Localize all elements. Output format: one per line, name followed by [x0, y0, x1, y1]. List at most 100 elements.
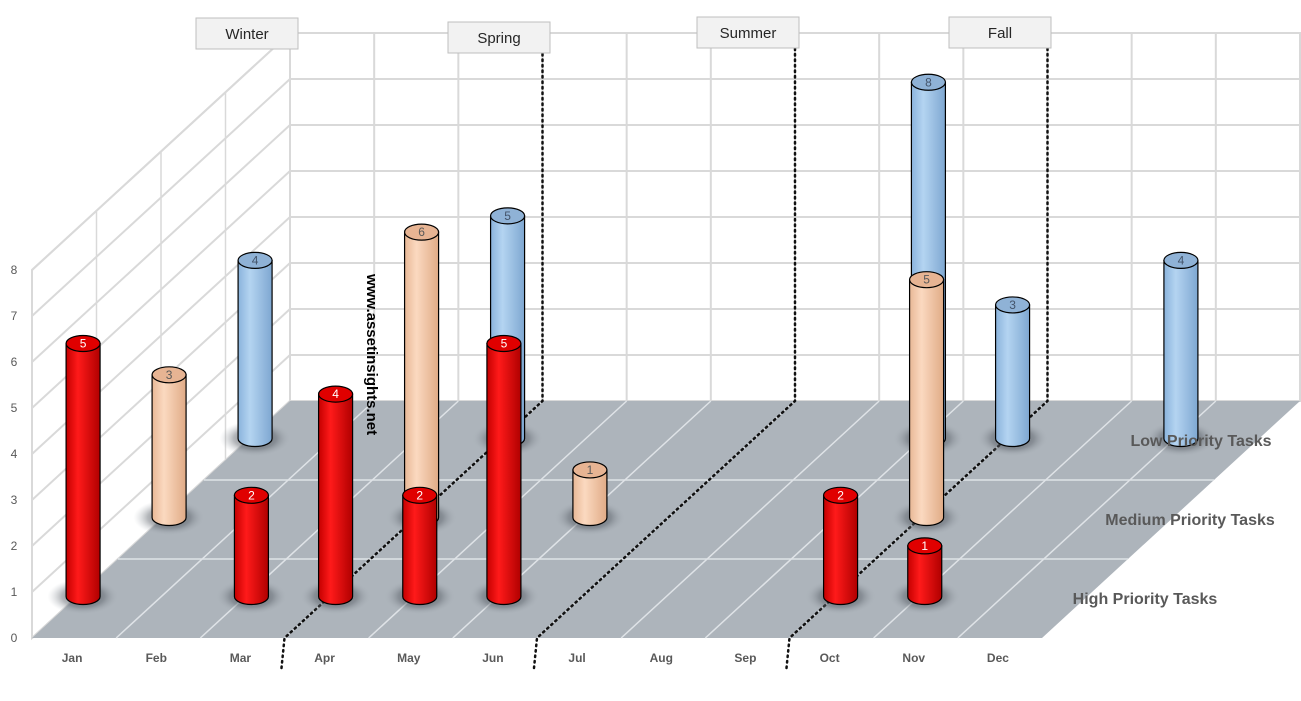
season-label-winter: Winter: [195, 17, 299, 50]
bar-value-label: 4: [332, 387, 339, 401]
bar-value-label: 4: [252, 253, 259, 267]
bar-high-priority-tasks-may: 2: [384, 486, 456, 615]
bar-value-label: 2: [248, 488, 255, 502]
series-label-high-priority-tasks: High Priority Tasks: [1073, 591, 1218, 608]
bar-value-label: 5: [504, 209, 511, 223]
series-axis-labels: High Priority Tasks Medium Priority Tasks…: [1073, 433, 1275, 608]
x-tick-label-aug: Aug: [650, 651, 673, 665]
bar-medium-priority-tasks-jan: 3: [133, 366, 205, 536]
y-tick-label: 6: [11, 355, 18, 369]
bar-body: [822, 494, 859, 606]
chart-bars: 4 5 8 3 4 3 6 1 5 5 2 4 2 5 2 1: [47, 73, 1217, 615]
x-tick-label-apr: Apr: [314, 651, 335, 665]
watermark-text: www.assetinsights.net: [363, 273, 380, 435]
x-tick-label-feb: Feb: [146, 651, 167, 665]
bar-value-label: 2: [416, 488, 423, 502]
x-tick-label-nov: Nov: [902, 651, 925, 665]
bar-body: [233, 494, 270, 606]
bar-value-label: 3: [1009, 298, 1016, 312]
season-label-box: [696, 16, 800, 49]
bar-cap: [910, 73, 947, 91]
bar-body: [994, 304, 1031, 447]
bar-value-label: 5: [501, 337, 508, 351]
bar-cap: [572, 461, 608, 479]
series-label-low-priority-tasks: Low Priority Tasks: [1130, 433, 1271, 450]
bar-body: [486, 342, 522, 606]
bar-body: [237, 259, 273, 448]
bar-body: [317, 393, 354, 606]
bar-value-label: 1: [587, 463, 594, 477]
y-tick-label: 1: [11, 585, 18, 599]
bar-cap: [994, 296, 1031, 314]
bar-body: [403, 231, 440, 527]
x-tick-label-may: May: [397, 651, 421, 665]
bar-cap: [65, 334, 101, 353]
season-divider-line: [532, 28, 797, 670]
bar-value-label: 2: [837, 488, 844, 502]
x-tick-label-jul: Jul: [568, 651, 585, 665]
season-label-fall: Fall: [948, 16, 1052, 49]
y-tick-label: 7: [11, 309, 18, 323]
y-axis-ticks: 0 1 2 3 4 5 6 7 8: [11, 263, 18, 645]
season-label-spring: Spring: [447, 21, 551, 54]
x-tick-label-oct: Oct: [820, 651, 840, 665]
bar-high-priority-tasks-jun: 5: [468, 334, 540, 615]
season-label-box: [948, 16, 1052, 49]
bar-low-priority-tasks-dec: 4: [1145, 251, 1217, 457]
season-label-text: Winter: [225, 26, 268, 43]
y-tick-label: 4: [11, 447, 18, 461]
bar-cap: [151, 366, 187, 384]
x-tick-label-sep: Sep: [734, 651, 756, 665]
season-label-text: Fall: [988, 25, 1012, 42]
bar-cap: [1163, 251, 1199, 269]
bar-high-priority-tasks-apr: 4: [299, 385, 372, 615]
x-tick-label-jan: Jan: [62, 651, 83, 665]
bar-body: [572, 469, 608, 527]
season-label-box: [447, 21, 551, 54]
bar-cap: [489, 207, 526, 225]
series-label-medium-priority-tasks: Medium Priority Tasks: [1105, 512, 1275, 529]
bar-cap: [317, 385, 354, 403]
bar-medium-priority-tasks-oct: 5: [890, 271, 963, 536]
bar-body: [908, 279, 945, 527]
bar-body: [1163, 259, 1199, 448]
bar-cap: [908, 271, 945, 289]
bar-cap: [822, 486, 859, 504]
bar-body: [65, 342, 101, 606]
bar-value-label: 3: [166, 368, 173, 382]
season-label-summer: Summer: [696, 16, 800, 49]
bar-cap: [907, 537, 943, 555]
bar-high-priority-tasks-mar: 2: [215, 486, 288, 615]
bar-cap: [402, 486, 438, 504]
bar-cap: [403, 223, 440, 241]
season-label-text: Spring: [477, 30, 520, 47]
bar-value-label: 5: [923, 273, 930, 287]
season-label-box: [195, 17, 299, 50]
season-label-text: Summer: [720, 25, 777, 42]
bar-body: [151, 374, 187, 527]
floor-grid-line: [620, 400, 880, 639]
bar-cap: [233, 486, 270, 504]
bar-low-priority-tasks-jan: 4: [219, 251, 291, 457]
bar-high-priority-tasks-jan: 5: [47, 334, 119, 615]
bar-value-label: 8: [925, 75, 932, 89]
season-labels: Winter Spring Summer Fall: [195, 16, 1052, 54]
x-tick-label-jun: Jun: [482, 651, 503, 665]
bar-high-priority-tasks-nov: 1: [889, 537, 961, 615]
bar-value-label: 4: [1178, 253, 1185, 267]
bar-cap: [486, 334, 522, 353]
y-tick-label: 2: [11, 539, 18, 553]
x-axis-month-labels: Jan Feb Mar Apr May Jun Jul Aug Sep Oct Nov Dec: [62, 651, 1010, 665]
bar-value-label: 6: [418, 225, 425, 239]
bar-medium-priority-tasks-jun: 1: [554, 461, 626, 536]
y-tick-label: 5: [11, 401, 18, 415]
bar-value-label: 1: [921, 539, 928, 553]
bar-body: [402, 494, 438, 606]
x-tick-label-mar: Mar: [230, 651, 252, 665]
y-tick-label: 8: [11, 263, 18, 277]
bar-value-label: 5: [80, 337, 87, 351]
bar-high-priority-tasks-oct: 2: [804, 486, 877, 615]
x-tick-label-dec: Dec: [987, 651, 1009, 665]
bar-body: [907, 545, 943, 606]
